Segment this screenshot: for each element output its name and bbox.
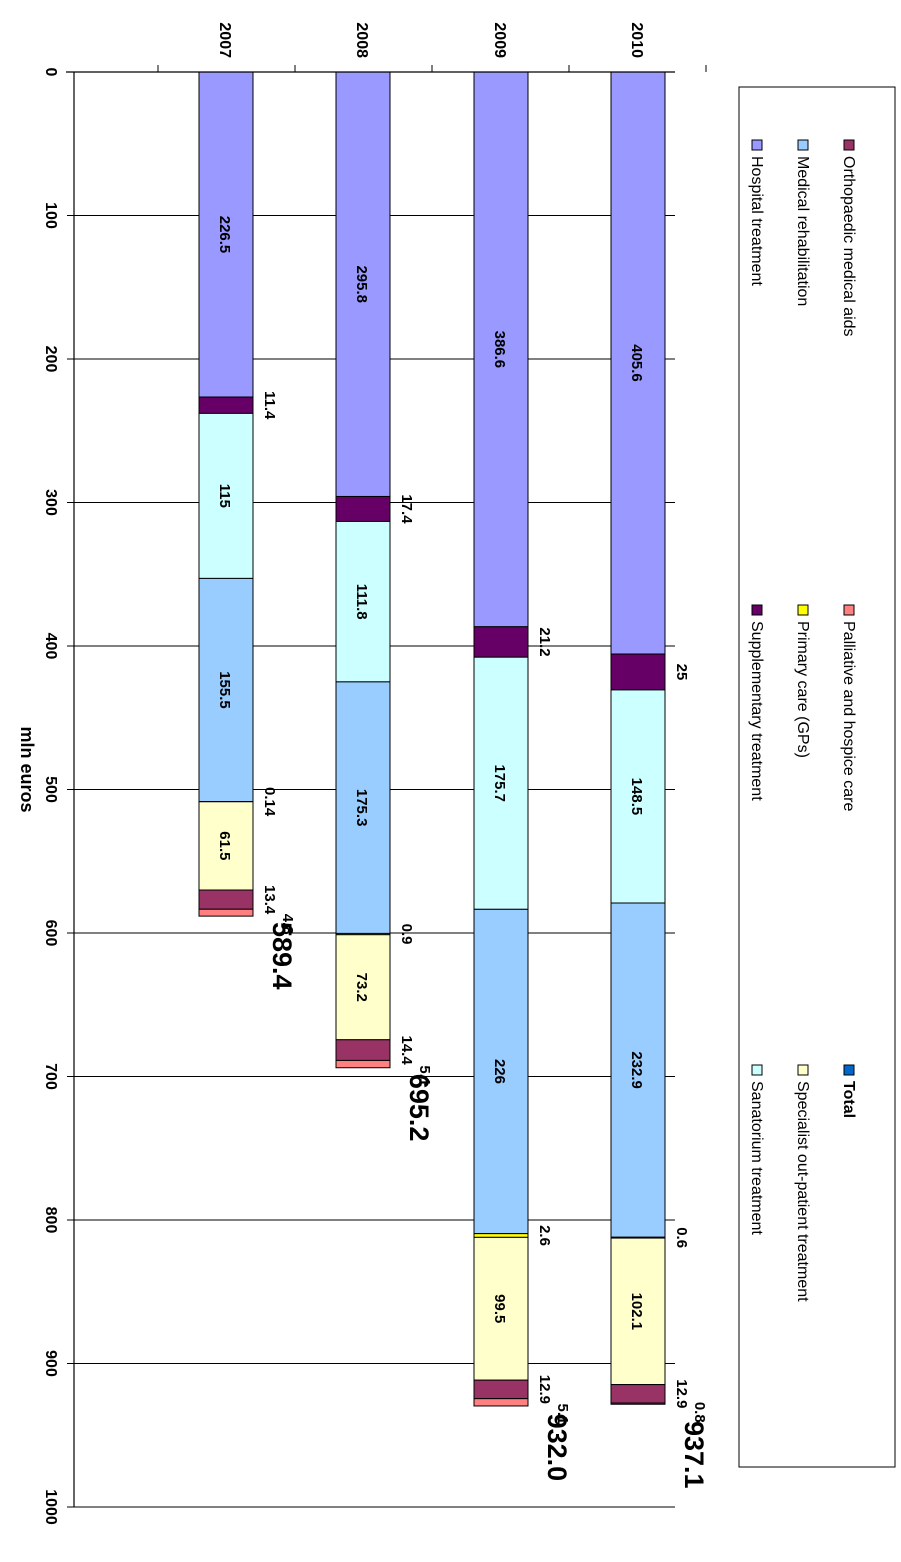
bar-palliative-and-hospice-care-2010 xyxy=(610,1402,666,1405)
tick-label: 800 xyxy=(42,1207,59,1234)
legend-swatch-supplementary-treatment xyxy=(751,604,763,616)
bar-orthopaedic-medical-aids-2007 xyxy=(198,889,254,910)
bar-palliative-and-hospice-care-2008 xyxy=(335,1059,391,1069)
data-label-palliative-and-hospice-care-2008: 5.1 xyxy=(416,1065,433,1086)
data-label-palliative-and-hospice-care-2010: 0.8 xyxy=(691,1402,708,1423)
bar-orthopaedic-medical-aids-2008 xyxy=(335,1039,391,1061)
data-label-specialist-out-patient-treatment-2009: 99.5 xyxy=(491,1294,508,1323)
tick-label: 500 xyxy=(42,776,59,803)
category-label-2007: 2007 xyxy=(216,22,233,58)
data-label-specialist-out-patient-treatment-2008: 73.2 xyxy=(353,973,370,1002)
data-label-palliative-and-hospice-care-2009: 5.1 xyxy=(554,1404,571,1425)
tick-label: 600 xyxy=(42,920,59,947)
total-label-2007: 589.4 xyxy=(267,922,297,990)
data-label-orthopaedic-medical-aids-2007: 13.4 xyxy=(261,885,278,915)
legend-swatch-palliative-and-hospice-care xyxy=(843,604,855,616)
tick-label: 900 xyxy=(42,1350,59,1377)
data-label-orthopaedic-medical-aids-2009: 12.9 xyxy=(536,1375,553,1404)
legend-label-primary-care-gps: Primary care (GPs) xyxy=(794,621,811,758)
legend-label-specialist-out-patient-treatment: Specialist out-patient treatment xyxy=(794,1081,811,1302)
legend-swatch-orthopaedic-medical-aids xyxy=(843,139,855,151)
data-label-sanatorium-treatment-2008: 111.8 xyxy=(353,584,370,620)
legend-swatch-sanatorium-treatment xyxy=(751,1064,763,1076)
legend-swatch-total xyxy=(843,1064,855,1076)
tick-label: 400 xyxy=(42,633,59,660)
legend-swatch-hospital-treatment xyxy=(751,139,763,151)
data-label-medical-rehabilitation-2007: 155.5 xyxy=(216,671,233,709)
tick-label: 0 xyxy=(42,68,59,77)
category-label-2009: 2009 xyxy=(491,22,508,58)
tick-label: 700 xyxy=(42,1063,59,1090)
bar-primary-care-gps-2009 xyxy=(473,1233,529,1238)
legend-label-palliative-and-hospice-care: Palliative and hospice care xyxy=(840,621,857,811)
legend-swatch-specialist-out-patient-treatment xyxy=(797,1064,809,1076)
category-label-2008: 2008 xyxy=(353,22,370,58)
legend-swatch-medical-rehabilitation xyxy=(797,139,809,151)
data-label-orthopaedic-medical-aids-2008: 14.4 xyxy=(398,1035,415,1065)
legend-label-sanatorium-treatment: Sanatorium treatment xyxy=(748,1081,765,1235)
data-label-supplementary-treatment-2009: 21.2 xyxy=(536,627,553,656)
data-label-primary-care-gps-2010: 0.6 xyxy=(673,1227,690,1248)
legend-label-total: Total xyxy=(840,1081,857,1118)
legend: Hospital treatment Supplementary treatmen… xyxy=(738,86,896,1468)
data-label-specialist-out-patient-treatment-2010: 102.1 xyxy=(628,1293,645,1331)
data-label-hospital-treatment-2008: 295.8 xyxy=(353,265,370,303)
bar-supplementary-treatment-2008 xyxy=(335,495,391,522)
legend-box xyxy=(738,86,896,1468)
total-label-2008: 695.2 xyxy=(404,1074,434,1142)
bar-palliative-and-hospice-care-2007 xyxy=(198,908,254,917)
data-label-sanatorium-treatment-2009: 175.7 xyxy=(491,764,508,802)
data-label-primary-care-gps-2008: 0.9 xyxy=(398,924,415,945)
tick-label: 300 xyxy=(42,489,59,516)
bars xyxy=(198,71,666,1407)
data-label-medical-rehabilitation-2010: 232.9 xyxy=(628,1051,645,1089)
data-label-supplementary-treatment-2008: 17.4 xyxy=(398,494,415,524)
bar-supplementary-treatment-2010 xyxy=(610,653,666,691)
data-label-hospital-treatment-2007: 226.5 xyxy=(216,216,233,254)
data-label-sanatorium-treatment-2007: 115 xyxy=(216,484,233,508)
x-axis: 0 100 200 300 400 500 600 700 800 900 1000 2007 2008… xyxy=(17,22,707,1525)
tick-label: 100 xyxy=(42,202,59,229)
tick-label: 1000 xyxy=(42,1489,59,1525)
data-label-specialist-out-patient-treatment-2007: 61.5 xyxy=(216,831,233,860)
data-label-hospital-treatment-2010: 405.6 xyxy=(628,344,645,382)
legend-swatch-primary-care-gps xyxy=(797,604,809,616)
tick-label: 200 xyxy=(42,346,59,373)
bar-palliative-and-hospice-care-2009 xyxy=(473,1398,529,1407)
data-label-primary-care-gps-2009: 2.6 xyxy=(536,1225,553,1246)
total-label-2010: 937.1 xyxy=(679,1421,709,1489)
bar-supplementary-treatment-2009 xyxy=(473,626,529,658)
data-label-hospital-treatment-2009: 386.6 xyxy=(491,331,508,369)
data-label-medical-rehabilitation-2009: 226 xyxy=(491,1059,508,1084)
data-label-palliative-and-hospice-care-2007: 4.8 xyxy=(279,914,296,935)
data-label-supplementary-treatment-2007: 11.4 xyxy=(261,391,278,420)
bar-supplementary-treatment-2007 xyxy=(198,396,254,414)
data-label-primary-care-gps-2007: 0.14 xyxy=(261,787,278,817)
legend-label-supplementary-treatment: Supplementary treatment xyxy=(748,621,765,801)
bar-orthopaedic-medical-aids-2009 xyxy=(473,1379,529,1400)
data-label-medical-rehabilitation-2008: 175.3 xyxy=(353,789,370,827)
legend-label-orthopaedic-medical-aids: Orthopaedic medical aids xyxy=(840,156,857,337)
data-label-sanatorium-treatment-2010: 148.5 xyxy=(628,778,645,816)
data-label-supplementary-treatment-2010: 25 xyxy=(673,664,690,681)
legend-label-hospital-treatment: Hospital treatment xyxy=(748,156,765,286)
total-label-2009: 932.0 xyxy=(542,1414,572,1482)
x-axis-title: mln euros xyxy=(17,726,37,812)
category-label-2010: 2010 xyxy=(628,22,645,58)
legend-label-medical-rehabilitation: Medical rehabilitation xyxy=(794,156,811,306)
data-label-orthopaedic-medical-aids-2010: 12.9 xyxy=(673,1379,690,1408)
bar-orthopaedic-medical-aids-2010 xyxy=(610,1384,666,1404)
